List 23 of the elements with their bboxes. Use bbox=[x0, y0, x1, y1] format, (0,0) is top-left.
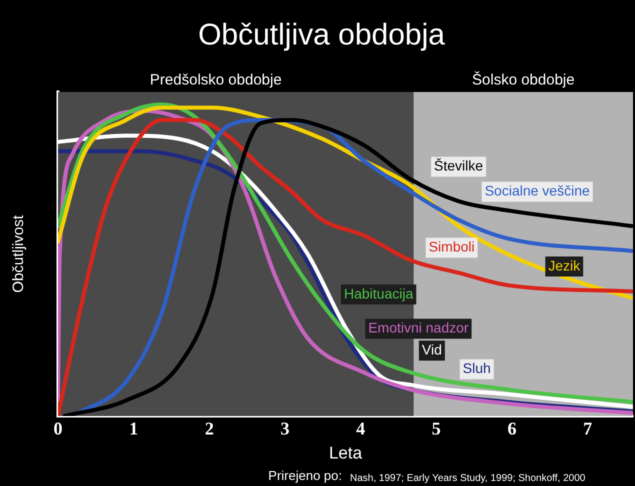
text: Vid bbox=[422, 341, 442, 358]
x-tick-label: 7 bbox=[583, 418, 592, 438]
x-tick-label: 6 bbox=[507, 418, 516, 438]
text: Nash, 1997; Early Years Study, 1999; Shonkoff, 2000 bbox=[350, 472, 586, 484]
series-label: Jezik bbox=[548, 257, 582, 274]
band-label: Predšolsko obdobje bbox=[150, 72, 282, 89]
chart-title: Občutljiva obdobja bbox=[198, 18, 446, 52]
x-tick-label: 2 bbox=[204, 418, 214, 438]
text: Socialne veščine bbox=[484, 182, 590, 199]
series-label: Habituacija bbox=[344, 285, 414, 302]
series-label: Simboli bbox=[428, 238, 475, 255]
x-tick-label: 4 bbox=[356, 418, 366, 438]
series-label: Sluh bbox=[462, 360, 491, 376]
x-tick-label: 5 bbox=[432, 418, 441, 438]
x-tick-label: 0 bbox=[54, 418, 62, 438]
x-axis-title: Leta bbox=[328, 443, 363, 462]
band-label: Šolsko obdobje bbox=[472, 70, 575, 89]
x-tick-label: 3 bbox=[280, 418, 290, 438]
series-label: Številke bbox=[434, 158, 484, 174]
text: Emotivni nadzor bbox=[368, 320, 469, 336]
y-axis-title: Občutljivost bbox=[10, 214, 28, 293]
text: Prirejeno po: bbox=[268, 468, 342, 484]
x-tick-label: 1 bbox=[129, 418, 138, 438]
